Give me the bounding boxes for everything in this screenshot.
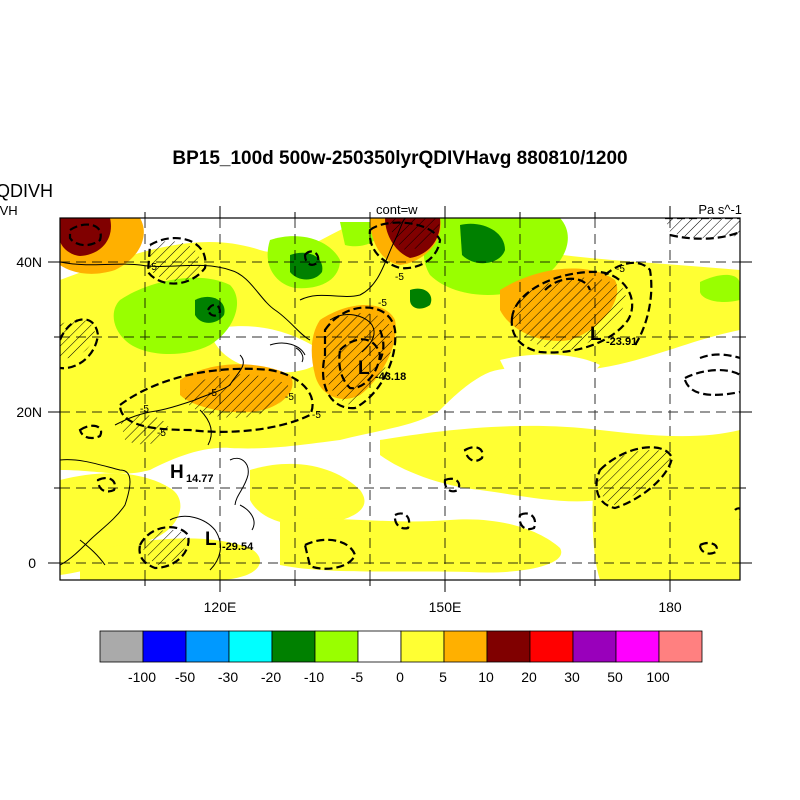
plot-area: H 14.77 L -29.54 L -43.18 L -23.91 -5 -5… bbox=[60, 218, 740, 580]
lon-label: 180 bbox=[658, 599, 682, 615]
gridlines bbox=[60, 218, 740, 580]
contour-label: -5 bbox=[208, 388, 217, 399]
colorbar-label: 5 bbox=[439, 669, 447, 685]
low-marker: L bbox=[358, 358, 370, 379]
contours-dashed bbox=[60, 218, 740, 570]
lat-label: 40N bbox=[16, 254, 42, 270]
high-marker: H bbox=[170, 462, 184, 483]
colorbar-swatch bbox=[314, 630, 359, 663]
low-value: -29.54 bbox=[222, 541, 254, 553]
colorbar-label: -100 bbox=[127, 669, 157, 685]
colorbar-swatch bbox=[529, 630, 574, 663]
contour-label: -5 bbox=[616, 264, 625, 275]
contour-label: -5 bbox=[378, 298, 387, 309]
contour-label: -5 bbox=[140, 404, 149, 415]
extrema-labels: H 14.77 L -29.54 L -43.18 L -23.91 bbox=[170, 324, 637, 553]
colorbar-swatch bbox=[99, 630, 144, 663]
colorbar-label: 0 bbox=[396, 669, 404, 685]
contour-label: -5 bbox=[395, 272, 404, 283]
colorbar-label: 50 bbox=[607, 669, 623, 685]
colorbar-swatch bbox=[443, 630, 488, 663]
colorbar-label: -20 bbox=[260, 669, 282, 685]
colorbar-label: -10 bbox=[303, 669, 325, 685]
colorbar-swatch bbox=[228, 630, 273, 663]
shading-darkgreen bbox=[195, 223, 505, 323]
units-label: Pa s^-1 bbox=[698, 202, 742, 217]
colorbar-label: 100 bbox=[646, 669, 670, 685]
colorbar-swatch bbox=[271, 630, 316, 663]
colorbar-swatch bbox=[185, 630, 230, 663]
colorbar-swatch bbox=[357, 630, 402, 663]
low-value: -43.18 bbox=[375, 371, 406, 383]
center-string: cont=w bbox=[376, 202, 418, 217]
plot-title: BP15_100d 500w-250350lyrQDIVHavg 880810/… bbox=[172, 148, 628, 169]
low-value: -23.91 bbox=[606, 336, 637, 348]
plot-frame bbox=[59, 217, 741, 581]
axis-ticks bbox=[48, 206, 752, 592]
colorbar-label: -50 bbox=[174, 669, 196, 685]
contour-labels: -5 -5 -5 -5 -5 -5 -5 -5 -5 bbox=[140, 262, 625, 439]
colorbar-swatch bbox=[658, 630, 703, 663]
lat-label: 20N bbox=[16, 404, 42, 420]
colorbar-label: -30 bbox=[217, 669, 239, 685]
colorbar-swatch bbox=[486, 630, 531, 663]
colorbar bbox=[99, 630, 703, 663]
left-title: QDIVH bbox=[0, 181, 54, 201]
coastlines bbox=[60, 218, 406, 571]
colorbar-label: 10 bbox=[478, 669, 494, 685]
colorbar-swatch bbox=[615, 630, 660, 663]
axis-labels: 40N 20N 0 120E 150E 180 bbox=[16, 254, 682, 615]
low-marker: L bbox=[590, 324, 602, 345]
high-value: 14.77 bbox=[186, 473, 214, 485]
contour-label: -5 bbox=[148, 262, 157, 273]
colorbar-label: 30 bbox=[564, 669, 580, 685]
low-marker: L bbox=[205, 529, 217, 550]
colorbar-swatch bbox=[400, 630, 445, 663]
colorbar-label: -5 bbox=[350, 669, 364, 685]
contour-label: -5 bbox=[285, 392, 294, 403]
contour-label: -5 bbox=[312, 410, 321, 421]
contour-label: -5 bbox=[157, 428, 166, 439]
lon-label: 150E bbox=[429, 599, 462, 615]
hatched-positive bbox=[60, 218, 740, 565]
lat-label: 0 bbox=[28, 555, 36, 571]
colorbar-label: 20 bbox=[521, 669, 537, 685]
lon-label: 120E bbox=[204, 599, 237, 615]
left-subtitle: IVH bbox=[0, 203, 18, 218]
colorbar-swatch bbox=[142, 630, 187, 663]
colorbar-swatch bbox=[572, 630, 617, 663]
